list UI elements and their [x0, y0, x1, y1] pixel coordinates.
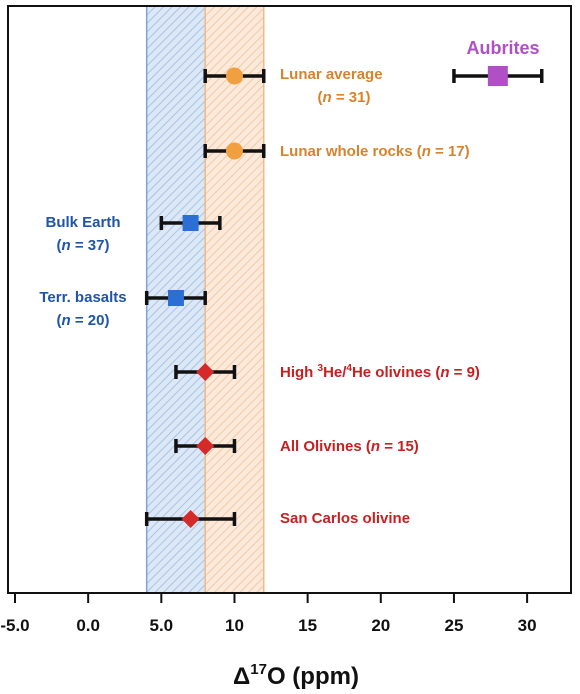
- marker-diamond: [196, 363, 215, 381]
- label-terr-basalts: Terr. basalts: [39, 289, 126, 306]
- label-terr-basalts-n: (n = 20): [57, 312, 110, 329]
- marker-square: [182, 215, 199, 231]
- marker-square: [167, 290, 184, 306]
- x-tick-label: 0.0: [76, 616, 100, 635]
- point-all-olivines: [174, 437, 237, 455]
- x-axis-label-sup: 17: [250, 661, 267, 678]
- label-bulk-earth-n: (n = 37): [57, 237, 110, 254]
- point-lunar-average: [203, 67, 266, 85]
- x-axis-label: Δ17O (ppm): [233, 661, 359, 690]
- marker-diamond: [196, 437, 215, 455]
- label-lunar-average: Lunar average: [280, 66, 383, 83]
- x-axis-label-rest: O (ppm): [267, 663, 359, 690]
- label-bulk-earth: Bulk Earth: [45, 214, 120, 231]
- label-high-he-olivines: High 3He/4He olivines (n = 9): [280, 363, 480, 381]
- x-tick-label: 20: [371, 616, 390, 635]
- marker-circle: [225, 142, 243, 160]
- marker-square: [487, 66, 508, 86]
- point-bulk-earth: [159, 215, 222, 231]
- x-tick-label: 15: [298, 616, 317, 635]
- x-tick-label: 5.0: [149, 616, 173, 635]
- marker-diamond: [181, 510, 200, 528]
- label-lunar-whole-rocks: Lunar whole rocks (n = 17): [280, 143, 470, 160]
- point-terr-basalts: [144, 290, 207, 306]
- point-aubrites: [452, 66, 544, 86]
- point-high-he-olivines: [174, 363, 237, 381]
- label-all-olivines: All Olivines (n = 15): [280, 438, 419, 455]
- shaded-bands: [145, 7, 265, 593]
- x-axis: -5.0 0.0 5.0 10 15 20 25 30: [0, 593, 537, 635]
- x-tick-label: -5.0: [0, 616, 29, 635]
- orange-band: [205, 7, 264, 593]
- point-labels: Aubrites Lunar average (n = 31) Lunar whole…: [39, 38, 539, 527]
- data-points: [144, 66, 544, 528]
- label-san-carlos-olivine: San Carlos olivine: [280, 510, 410, 527]
- x-axis-label-base: Δ: [233, 663, 250, 690]
- x-tick-label: 10: [225, 616, 244, 635]
- point-lunar-whole-rocks: [203, 142, 266, 160]
- label-aubrites: Aubrites: [466, 38, 539, 58]
- marker-circle: [225, 67, 243, 85]
- label-lunar-average-n: (n = 31): [318, 89, 371, 106]
- point-san-carlos-olivine: [144, 510, 237, 528]
- x-tick-label: 25: [444, 616, 463, 635]
- x-tick-label: 30: [518, 616, 537, 635]
- plot-frame: [7, 5, 572, 594]
